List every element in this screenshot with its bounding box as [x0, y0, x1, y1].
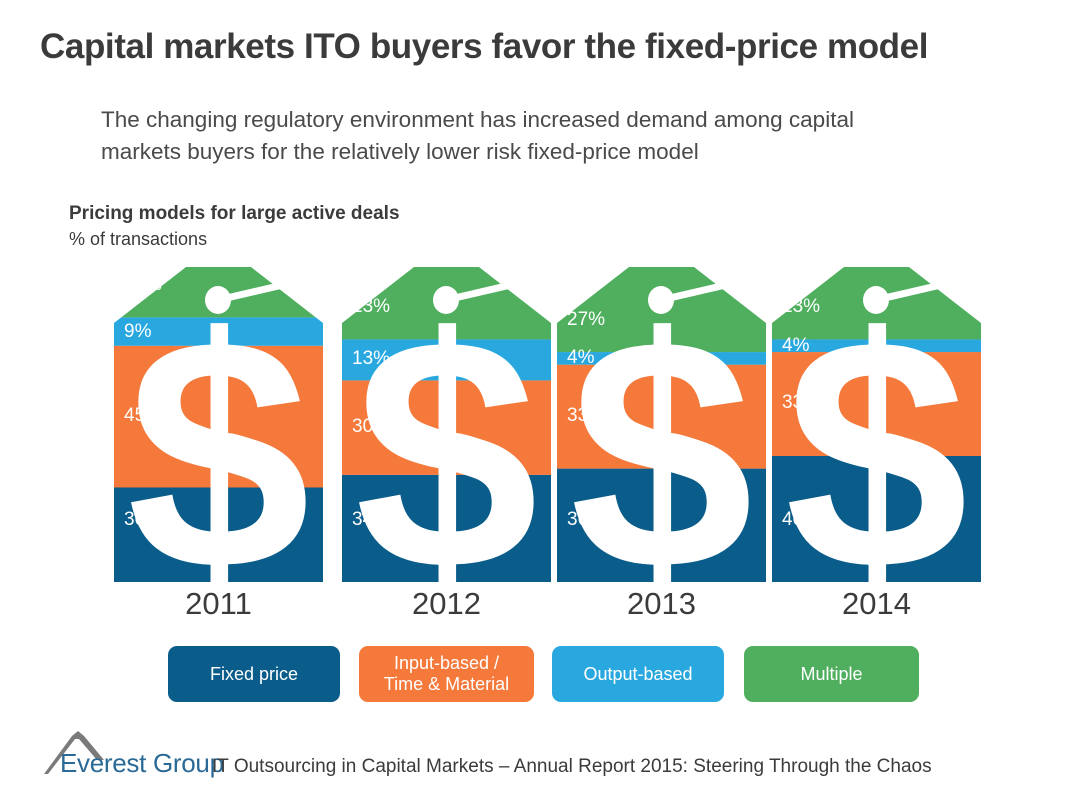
subtitle-line-2: markets buyers for the relatively lower …	[101, 138, 699, 164]
tag-hole-2012	[433, 286, 459, 314]
legend-label-line-1: Output-based	[583, 663, 693, 684]
segment-label-2014-output-based: 4%	[782, 334, 810, 356]
logo-wordmark: Everest Group	[60, 748, 224, 778]
segment-label-2013-fixed-price: 36%	[567, 509, 606, 530]
tag-hole-2011	[205, 286, 231, 314]
chart-axis-unit-label: % of transactions	[69, 229, 208, 249]
tag-string-2012	[442, 277, 532, 304]
legend-label-line-1: Fixed price	[209, 663, 299, 684]
bar-segment-2011-fixed-price	[114, 487, 323, 582]
segment-label-2013-multiple: 27%	[567, 309, 606, 331]
segment-label-2012-input-based-time-material: 30%	[352, 415, 391, 437]
svg-text:$: $	[127, 269, 311, 638]
segment-label-2013-output-based: 4%	[567, 347, 595, 369]
legend-item-multiple[interactable]: Multiple	[744, 646, 919, 702]
chart-heading: Pricing models for large active deals	[69, 203, 400, 224]
segment-label-2011-input-based-time-material: 45%	[124, 404, 163, 426]
year-label-2012: 2012	[412, 586, 481, 621]
tag-hole-2013	[648, 286, 674, 314]
year-label-2013: 2013	[627, 586, 696, 621]
legend-item-fixed-price[interactable]: Fixed price	[168, 646, 340, 702]
svg-text:$: $	[355, 269, 539, 638]
dollar-sign-icon-2014: $	[785, 269, 969, 638]
segment-label-2011-fixed-price: 30%	[124, 509, 163, 530]
bar-group	[114, 267, 981, 582]
legend-label-line-1: Multiple	[800, 663, 863, 684]
legend-item-output-based[interactable]: Output-based	[552, 646, 724, 702]
footer: Everest Group IT Outsourcing in Capital …	[42, 730, 1042, 782]
mountain-peak-icon	[44, 731, 104, 774]
page-title: Capital markets ITO buyers favor the fix…	[40, 27, 929, 66]
legend-item-input-based[interactable]: Input-based / Time & Material	[359, 646, 534, 702]
segment-label-2012-fixed-price: 34%	[352, 509, 391, 530]
year-label-2011: 2011	[185, 586, 252, 621]
legend-label-line-1: Input-based /	[393, 653, 500, 674]
subtitle-line-1: The changing regulatory environment has …	[101, 107, 854, 132]
tag-string-2014	[872, 277, 962, 304]
segment-label-2014-input-based-time-material: 33%	[782, 392, 821, 414]
dollar-sign-icon-2012: $	[355, 269, 539, 638]
tag-string-2011	[214, 277, 304, 304]
dollar-sign-icon-2011: $	[127, 269, 311, 638]
segment-label-2012-multiple: 23%	[352, 296, 391, 318]
everest-group-logo: Everest Group	[42, 730, 224, 778]
legend-label-line-2: Time & Material	[383, 674, 510, 694]
chart-legend: Fixed price Input-based / Time & Material O…	[0, 646, 1086, 706]
dollar-sign-overlay-group: $ $ $ $	[127, 269, 969, 638]
segment-label-2011-output-based: 9%	[124, 320, 152, 342]
segment-label-2013-input-based-time-material: 33%	[567, 404, 606, 426]
segment-label-2012-output-based: 13%	[352, 347, 391, 369]
svg-text:$: $	[785, 269, 969, 638]
tag-string-2013	[657, 277, 747, 304]
page-subtitle: The changing regulatory environment has …	[101, 104, 981, 168]
segment-label-2011-multiple: 16%	[124, 274, 163, 296]
segment-label-2014-multiple: 23%	[782, 296, 821, 318]
tag-hole-2014	[863, 286, 889, 314]
segment-label-2014-fixed-price: 40%	[782, 509, 821, 530]
year-label-2014: 2014	[842, 586, 911, 621]
footer-source-text: IT Outsourcing in Capital Markets – Annu…	[212, 756, 932, 777]
